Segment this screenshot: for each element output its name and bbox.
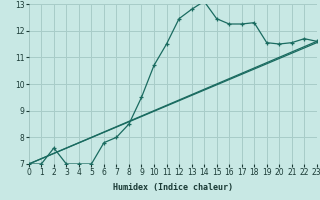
X-axis label: Humidex (Indice chaleur): Humidex (Indice chaleur)	[113, 183, 233, 192]
